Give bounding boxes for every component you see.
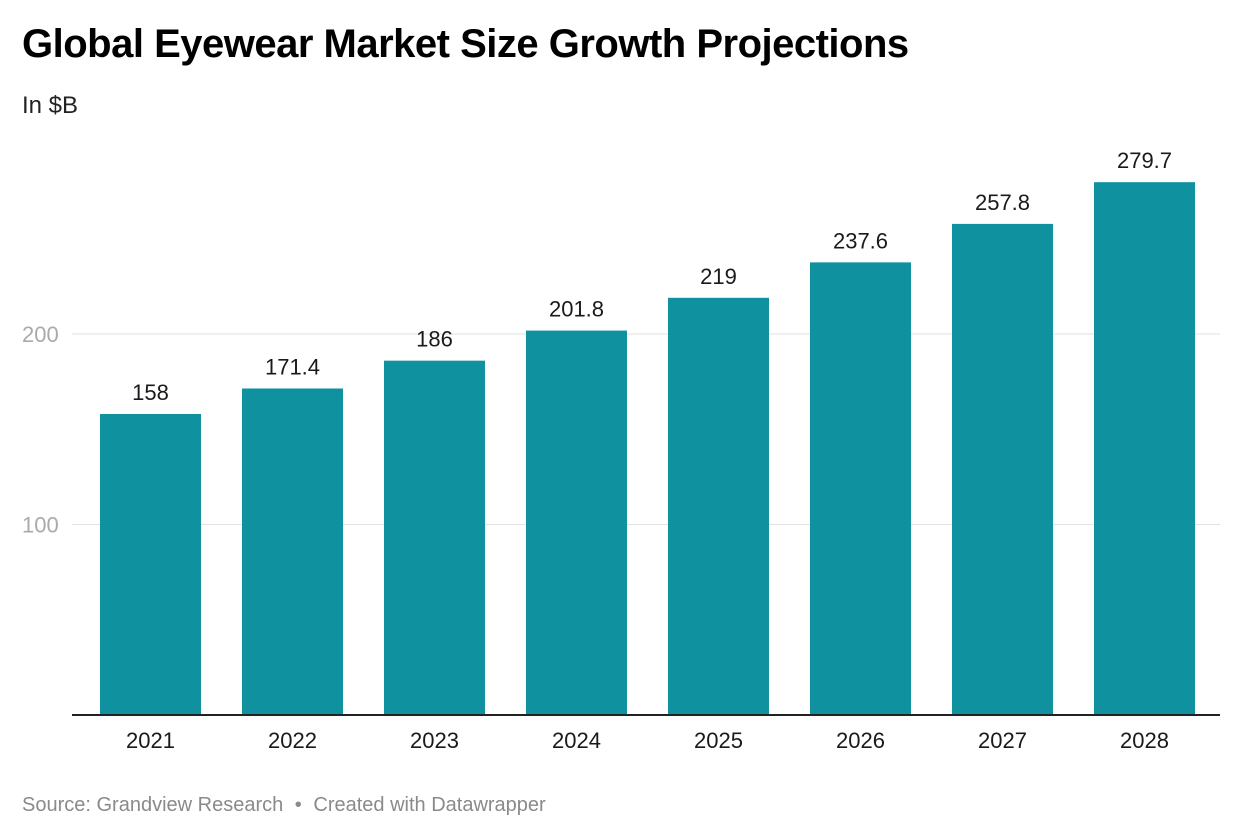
x-tick-label: 2025	[694, 728, 743, 753]
source-note: Source: Grandview Research	[22, 794, 284, 816]
bar	[242, 388, 343, 715]
x-tick-label: 2023	[410, 728, 459, 753]
bar	[384, 360, 485, 715]
data-labels: 158 171.4 186 201.8 219 237.6 257.8 279.7	[132, 148, 1172, 405]
x-tick-label: 2026	[836, 728, 885, 753]
data-label: 158	[132, 380, 169, 405]
footer-separator: •	[294, 794, 302, 816]
bar	[100, 414, 201, 715]
axes: 100 200 2021 2022 2023 2024 2025 2026 2027 2028	[22, 322, 1220, 753]
x-tick-label: 2022	[268, 728, 317, 753]
x-tick-label: 2027	[978, 728, 1027, 753]
x-tick-label: 2021	[126, 728, 175, 753]
credit-note: Created with Datawrapper	[313, 794, 546, 816]
data-label: 171.4	[265, 354, 320, 379]
x-tick-label: 2028	[1120, 728, 1169, 753]
bars	[100, 182, 1195, 716]
y-tick-label: 200	[22, 322, 59, 347]
chart-footer: Source: Grandview Research • Created wit…	[22, 794, 546, 817]
bar	[810, 262, 911, 715]
data-label: 257.8	[975, 190, 1030, 215]
chart-title: Global Eyewear Market Size Growth Projec…	[22, 22, 909, 66]
chart-subtitle: In $B	[22, 92, 79, 119]
data-label: 279.7	[1117, 148, 1172, 173]
data-label: 219	[700, 264, 737, 289]
data-label: 237.6	[833, 228, 888, 253]
x-tick-label: 2024	[552, 728, 601, 753]
bar	[952, 223, 1053, 716]
bar	[526, 330, 627, 715]
data-label: 201.8	[549, 297, 604, 322]
bar	[1094, 182, 1195, 715]
data-label: 186	[416, 327, 453, 352]
bar	[668, 297, 769, 715]
y-tick-label: 100	[22, 513, 59, 538]
